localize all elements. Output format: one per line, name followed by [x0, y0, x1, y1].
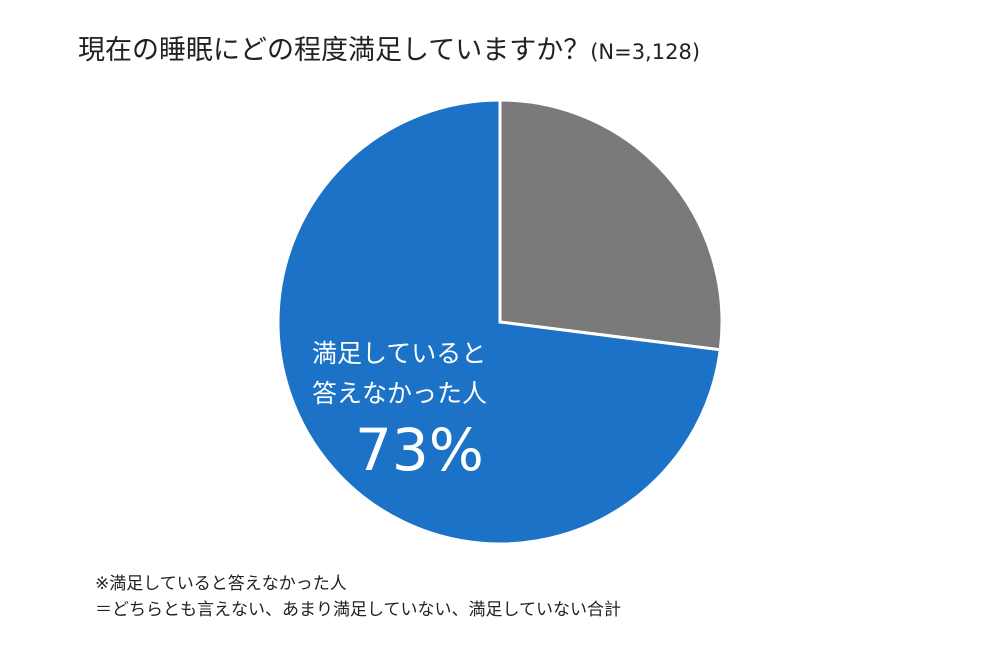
footnote-line1: ※満足していると答えなかった人: [95, 574, 347, 594]
slice-label-line1: 満足していると: [312, 339, 486, 368]
sample-size: (N=3,128): [590, 40, 701, 64]
slice-value-label: 73%: [355, 416, 484, 484]
chart-title: 現在の睡眠にどの程度満足していますか？(N=3,128): [78, 28, 700, 67]
pie-slices: [276, 98, 724, 546]
slice-label-line2: 答えなかった人: [312, 379, 487, 408]
pie-slice-other: [498, 98, 724, 352]
chart-title-main: 現在の睡眠にどの程度満足していますか？: [78, 35, 591, 66]
pie-slice-not-satisfied: [276, 98, 722, 546]
footnote-line2: ＝どちらとも言えない、あまり満足していない、満足していない合計: [95, 600, 621, 620]
footnote: ※満足していると答えなかった人 ＝どちらとも言えない、あまり満足していない、満足…: [95, 571, 621, 623]
